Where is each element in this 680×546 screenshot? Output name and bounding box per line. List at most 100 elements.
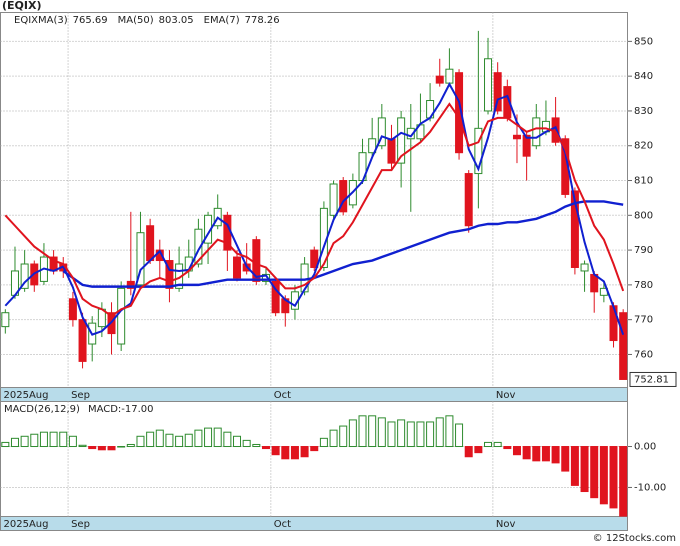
x-tick-label: 2025Aug: [4, 519, 49, 530]
y-tick-label: 780: [634, 280, 653, 291]
macd-bar: [551, 446, 560, 464]
macd-bar: [416, 421, 425, 448]
macd-bar: [435, 417, 444, 448]
candle-body: [261, 273, 270, 282]
macd-bar: [541, 446, 550, 462]
macd-bar: [68, 435, 77, 448]
legend-label: MA(50): [118, 15, 154, 26]
macd-bar: [532, 446, 541, 462]
macd-bar: [484, 441, 493, 448]
macd-bar: [609, 446, 618, 509]
macd-bar: [271, 446, 280, 456]
macd-bar: [387, 421, 396, 448]
candle-body: [117, 287, 126, 345]
candle-body: [78, 319, 87, 362]
candle-body: [619, 312, 628, 380]
y-tick-label: 830: [634, 106, 653, 117]
macd-bar: [59, 431, 68, 448]
candle-body: [20, 263, 29, 289]
candle-body: [126, 280, 135, 289]
ma-line: [62, 200, 624, 288]
candle-body: [445, 68, 454, 84]
macd-bar: [329, 429, 338, 448]
macd-bar: [619, 446, 628, 517]
candle-body: [329, 183, 338, 216]
y-tick-label: 810: [634, 176, 653, 187]
macd-bar: [126, 443, 135, 448]
candle-body: [68, 298, 77, 321]
candle-body: [136, 232, 145, 286]
y-tick-label: 770: [634, 315, 653, 326]
macd-bar: [290, 446, 299, 460]
macd-bar: [445, 415, 454, 448]
macd-bar: [319, 437, 328, 448]
y-tick-label: 820: [634, 141, 653, 152]
macd-bar: [474, 446, 483, 454]
candle-body: [512, 134, 521, 140]
macd-bar: [512, 446, 521, 456]
macd-bar: [213, 427, 222, 448]
macd-bar: [49, 431, 58, 448]
macd-bar: [281, 446, 290, 460]
macd-bar: [358, 415, 367, 448]
candle-body: [406, 127, 415, 140]
y-tick-label: 840: [634, 71, 653, 82]
macd-bar: [300, 446, 309, 458]
footer: © 12Stocks.com: [593, 533, 676, 544]
macd-bar: [10, 437, 19, 448]
macd-bar: [493, 441, 502, 448]
legend-label: MACD(26,12,9): [4, 404, 80, 415]
candle-body: [233, 256, 242, 279]
macd-bar: [503, 446, 512, 450]
candle-body: [522, 134, 531, 157]
macd-bar: [310, 446, 319, 452]
candle-body: [368, 138, 377, 154]
candle-body: [165, 260, 174, 289]
y-tick-label: 800: [634, 210, 653, 221]
legend-label: EMA(7): [204, 15, 240, 26]
macd-bar: [406, 421, 415, 448]
candle-body: [532, 117, 541, 147]
ma-line: [4, 102, 625, 318]
macd-bar: [397, 419, 406, 448]
x-tick-label: Sep: [71, 390, 90, 401]
candle-body: [1, 312, 10, 328]
y-tick-label: 760: [634, 349, 653, 360]
x-tick-label: Oct: [274, 519, 291, 530]
macd-bar: [348, 419, 357, 448]
candle-body: [484, 58, 493, 112]
candle-body: [474, 127, 483, 175]
legend-value: 778.26: [245, 15, 280, 26]
macd-bar: [20, 435, 29, 448]
macd-bar: [368, 415, 377, 448]
x-tick-label: Nov: [496, 390, 516, 401]
macd-bar: [522, 446, 531, 460]
macd-bar: [175, 435, 184, 448]
macd-bar: [590, 446, 599, 499]
macd-bar: [136, 435, 145, 448]
macd-bar: [97, 446, 106, 451]
macd-bar: [117, 446, 126, 448]
candle-body: [387, 138, 396, 164]
macd-bar: [464, 446, 473, 458]
candle-body: [271, 280, 280, 314]
macd-bar: [155, 429, 164, 448]
y-tick-label: -10.00: [634, 482, 666, 493]
macd-bar: [88, 446, 97, 450]
legend-label: EQIX: [14, 15, 38, 26]
macd-bar: [184, 433, 193, 448]
macd-bar: [233, 435, 242, 448]
legend-label: MA(3): [38, 15, 68, 26]
candle-body: [397, 117, 406, 164]
macd-bar: [339, 425, 348, 448]
macd-bar: [194, 429, 203, 448]
x-tick-label: Sep: [71, 519, 90, 530]
last-price-label: 752.81: [634, 374, 669, 385]
date-band: [0, 516, 628, 531]
macd-bar: [570, 446, 579, 486]
candle-body: [435, 75, 444, 84]
macd-bar: [426, 421, 435, 448]
candle-body: [310, 249, 319, 268]
macd-bar: [377, 417, 386, 448]
macd-bar: [580, 446, 589, 493]
